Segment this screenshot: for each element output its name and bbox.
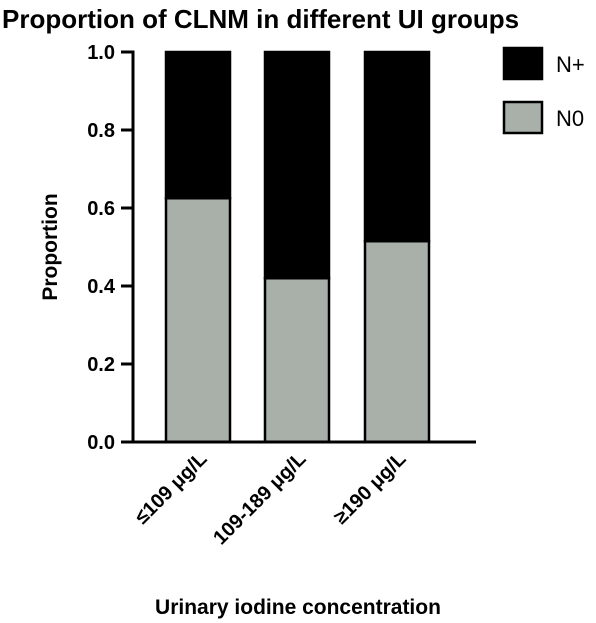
bars-group — [164, 50, 431, 444]
y-axis-ticks: 0.0 0.2 0.4 0.6 0.8 1.0 — [87, 42, 133, 454]
bar-n-0 — [164, 50, 232, 200]
y-tick-label: 0.6 — [87, 198, 115, 220]
bar-n0-1 — [263, 276, 331, 444]
legend-label: N+ — [556, 52, 585, 77]
bar-n-1 — [263, 50, 331, 280]
y-tick-label: 0.0 — [87, 432, 115, 454]
legend-label: N0 — [556, 106, 584, 131]
x-category-label: 109-189 μg/L — [209, 448, 310, 549]
x-category-label: ≥190 μg/L — [330, 448, 411, 529]
y-tick-label: 0.4 — [87, 276, 116, 298]
y-axis-label: Proportion — [39, 193, 62, 300]
legend: N+ N0 — [502, 46, 585, 135]
legend-swatch — [502, 100, 544, 135]
bar-n-2 — [363, 50, 431, 243]
y-tick-label: 0.8 — [87, 120, 115, 142]
legend-swatch — [502, 46, 544, 81]
y-tick-label: 1.0 — [87, 42, 115, 64]
chart-title: Proportion of CLNM in different UI group… — [2, 4, 519, 34]
y-tick-label: 0.2 — [87, 354, 115, 376]
x-category-label: ≤109 μg/L — [131, 448, 212, 529]
x-axis-label: Urinary iodine concentration — [155, 596, 441, 619]
bar-n0-0 — [164, 197, 232, 444]
bar-n0-2 — [363, 239, 431, 444]
